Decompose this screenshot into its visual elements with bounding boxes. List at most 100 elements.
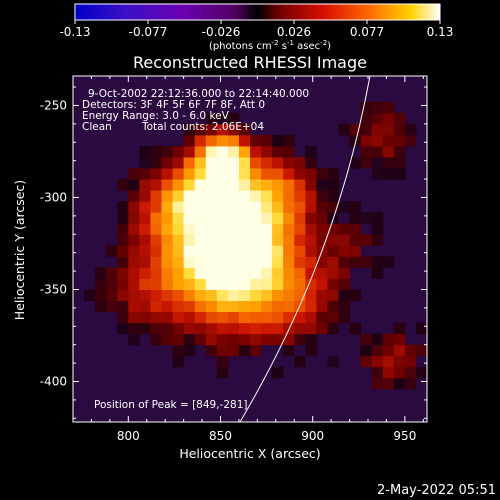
heatmap-cell [316, 212, 328, 224]
heatmap-cell [150, 212, 162, 224]
heatmap-cell [150, 245, 162, 257]
heatmap-cell [194, 134, 207, 147]
heatmap-cell [294, 311, 306, 324]
heatmap-cell [205, 333, 218, 346]
heatmap-cell [305, 168, 317, 180]
heatmap-cell [261, 278, 273, 290]
heatmap-cell [360, 344, 373, 357]
heatmap-cell [371, 234, 384, 246]
heatmap-cell [238, 168, 251, 180]
heatmap-cell [382, 366, 395, 379]
heatmap-cell [194, 168, 207, 180]
heatmap-cell [150, 145, 162, 158]
heatmap-cell [117, 289, 129, 302]
heatmap-cell [205, 112, 218, 125]
heatmap-cell [183, 344, 196, 357]
heatmap-cell [382, 112, 395, 125]
y-axis: -250 -300 -350 -400 [40, 86, 427, 419]
heatmap-cell [327, 245, 339, 257]
heatmap-cell [283, 278, 295, 290]
heatmap-cell [393, 366, 406, 379]
heatmap-cell [238, 300, 251, 313]
heatmap-cell [194, 145, 207, 158]
heatmap-cell [283, 234, 295, 246]
heatmap-cell [327, 300, 339, 313]
heatmap-cell [250, 322, 262, 335]
heatmap-cell [161, 289, 174, 302]
heatmap-cell [216, 156, 229, 169]
heatmap-cell [250, 190, 262, 202]
heatmap-cell [161, 322, 174, 335]
heatmap-cell [172, 168, 185, 180]
heatmap-cell [227, 123, 240, 136]
heatmap-cell [283, 289, 295, 302]
energy-range-label: Energy Range: 3.0 - 6.0 keV [82, 110, 230, 122]
heatmap-cell [172, 245, 185, 257]
heatmap-cell [139, 223, 151, 235]
heatmap-cell [250, 212, 262, 224]
heatmap-cell [117, 245, 129, 257]
heatmap-cell [371, 168, 384, 180]
heatmap-cell [338, 289, 351, 302]
heatmap-cell [404, 344, 417, 357]
heatmap-cell [150, 234, 162, 246]
heatmap-cell [415, 344, 427, 357]
heatmap-cell [161, 311, 174, 324]
y-tick-label: -400 [40, 375, 67, 389]
heatmap-cell [183, 168, 196, 180]
heatmap-cell [272, 289, 284, 302]
heatmap-cell [238, 145, 251, 158]
time-range-label: 9-Oct-2002 22:12:36.000 to 22:14:40.000 [88, 88, 309, 100]
heatmap-cell [272, 278, 284, 290]
x-tick-label: 850 [209, 429, 232, 443]
heatmap-cell [183, 278, 196, 290]
heatmap-cell [305, 256, 317, 268]
heatmap-cell [393, 322, 406, 335]
heatmap-cell [261, 223, 273, 235]
heatmap-cell [349, 245, 362, 257]
heatmap-cell [294, 355, 306, 368]
heatmap-cell [172, 234, 185, 246]
plot-timestamp: 2-May-2022 05:51 [377, 483, 496, 498]
heatmap-cell [316, 278, 328, 290]
heatmap-cell [283, 179, 295, 191]
heatmap-cell [238, 156, 251, 169]
heatmap-cell [205, 311, 218, 324]
heatmap-cell [227, 300, 240, 313]
heatmap-cell [238, 245, 251, 257]
heatmap-cell [216, 344, 229, 357]
heatmap-cell [194, 123, 207, 136]
heatmap-cell [117, 278, 129, 290]
heatmap-cell [261, 333, 273, 346]
heatmap-cell [360, 123, 373, 136]
heatmap-cell [161, 245, 174, 257]
heatmap-cell [227, 245, 240, 257]
heatmap-cell [250, 256, 262, 268]
heatmap-cell [360, 256, 373, 268]
heatmap-cell [316, 289, 328, 302]
heatmap-cell [294, 300, 306, 313]
heatmap-cell [294, 223, 306, 235]
heatmap-cell [305, 223, 317, 235]
colorbar: -0.13 -0.077 -0.026 0.026 0.077 0.13 (photons… [59, 3, 453, 52]
heatmap-cell [349, 123, 362, 136]
heatmap-cell [261, 234, 273, 246]
heatmap-cell [227, 168, 240, 180]
heatmap-cell [194, 289, 207, 302]
heatmap-cell [128, 311, 140, 324]
heatmap-cell [349, 289, 362, 302]
x-tick-label: 800 [117, 429, 140, 443]
heatmap-cell [172, 223, 185, 235]
colorbar-tick-label: -0.026 [202, 25, 241, 39]
heatmap-cell [382, 355, 395, 368]
heatmap-cell [194, 245, 207, 257]
heatmap-cell [305, 278, 317, 290]
heatmap-cell [305, 179, 317, 191]
heatmap-cell [183, 123, 196, 136]
heatmap-cell [139, 267, 151, 279]
heatmap-cell [205, 256, 218, 268]
heatmap-cell [227, 267, 240, 279]
heatmap-cell [327, 355, 339, 368]
heatmap-cell [161, 267, 174, 279]
heatmap-cell [250, 156, 262, 169]
